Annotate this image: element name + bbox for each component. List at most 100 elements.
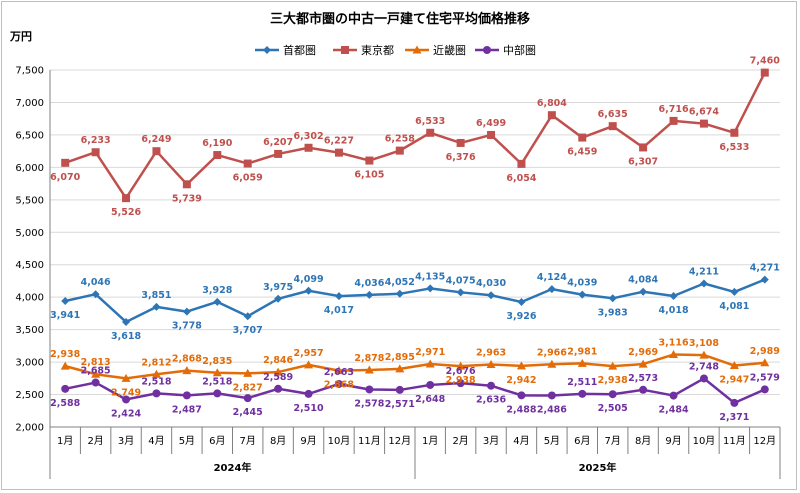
data-label: 5,739 <box>172 193 202 204</box>
data-label: 4,081 <box>719 301 749 312</box>
data-label: 2,518 <box>202 376 232 387</box>
data-point <box>274 294 283 303</box>
data-point <box>760 275 769 284</box>
data-point <box>122 317 131 326</box>
data-label: 4,135 <box>415 271 445 282</box>
data-label: 2,578 <box>354 398 384 409</box>
data-label: 3,983 <box>598 307 628 318</box>
y-tick-label: 5,000 <box>15 228 44 239</box>
data-label: 2,424 <box>111 408 141 419</box>
data-point <box>547 359 557 368</box>
data-point <box>334 366 344 375</box>
x-tick-label: 8月 <box>270 435 286 447</box>
data-point <box>152 389 161 398</box>
data-label: 6,059 <box>233 173 263 184</box>
data-label: 2,868 <box>172 354 202 365</box>
data-label: 3,941 <box>50 310 80 321</box>
y-tick-label: 2,000 <box>15 423 44 434</box>
data-point <box>274 149 283 158</box>
data-label: 4,036 <box>354 278 384 289</box>
data-label: 3,778 <box>172 321 202 332</box>
legend-marker <box>483 46 491 54</box>
data-label: 4,084 <box>628 275 658 286</box>
data-label: 2,981 <box>567 346 597 357</box>
y-tick-label: 4,500 <box>15 260 44 271</box>
data-label: 2,484 <box>659 405 689 416</box>
data-point <box>487 381 496 390</box>
x-tick-label: 12月 <box>753 435 776 447</box>
data-point <box>669 292 678 301</box>
data-label: 2,579 <box>750 372 780 383</box>
data-point <box>365 290 374 299</box>
data-point <box>304 143 313 152</box>
y-tick-label: 2,500 <box>15 390 44 401</box>
y-tick-label: 3,000 <box>15 358 44 369</box>
data-point <box>61 297 70 306</box>
data-label: 6,307 <box>628 156 658 167</box>
y-tick-label: 6,500 <box>15 130 44 141</box>
data-point <box>699 119 708 128</box>
data-point <box>729 361 739 370</box>
data-point <box>516 361 526 370</box>
data-point <box>334 379 343 388</box>
data-point <box>273 367 283 376</box>
x-tick-label: 7月 <box>240 435 256 447</box>
data-point <box>91 148 100 157</box>
data-point <box>274 384 283 393</box>
data-point <box>639 385 648 394</box>
data-point <box>486 359 496 368</box>
data-point <box>304 389 313 398</box>
data-point <box>487 130 496 139</box>
series-1 <box>61 68 769 203</box>
data-label: 3,926 <box>506 311 536 322</box>
chart-title: 三大都市圏の中古一戸建て住宅平均価格推移 <box>270 11 530 27</box>
data-label: 6,804 <box>537 98 567 109</box>
data-label: 2,511 <box>567 377 597 388</box>
data-label: 6,258 <box>385 134 415 145</box>
data-label: 2,685 <box>81 366 111 377</box>
data-label: 6,227 <box>324 136 354 147</box>
series-line <box>64 377 766 405</box>
data-point <box>456 138 465 147</box>
legend-marker <box>263 46 271 54</box>
data-label: 2,571 <box>385 399 415 410</box>
legend-label: 中部圏 <box>503 43 536 57</box>
data-point <box>608 122 617 131</box>
x-tick-label: 6月 <box>574 435 590 447</box>
data-label: 2,749 <box>111 387 141 398</box>
data-point <box>212 368 222 377</box>
data-label: 2,505 <box>598 403 628 414</box>
data-label: 2,971 <box>415 347 445 358</box>
x-tick-label: 12月 <box>388 435 411 447</box>
data-point <box>699 279 708 288</box>
data-point <box>425 359 435 368</box>
x-tick-label: 2月 <box>452 435 468 447</box>
y-tick-label: 3,500 <box>15 325 44 336</box>
data-label: 2,938 <box>598 375 628 386</box>
data-point <box>304 286 313 295</box>
data-point <box>182 366 192 375</box>
series-2 <box>60 350 770 382</box>
data-label: 6,533 <box>415 116 445 127</box>
data-point <box>426 128 435 137</box>
data-label: 6,459 <box>567 147 597 158</box>
data-label: 6,635 <box>598 109 628 120</box>
x-tick-label: 4月 <box>148 435 164 447</box>
y-tick-label: 7,500 <box>15 66 44 77</box>
data-label: 6,499 <box>476 118 506 129</box>
series-layer <box>60 68 770 407</box>
data-point <box>364 365 374 374</box>
data-label: 3,707 <box>233 325 263 336</box>
series-3 <box>61 374 769 407</box>
data-label: 6,054 <box>506 173 536 184</box>
data-label: 3,116 <box>659 338 689 349</box>
data-label: 4,017 <box>324 305 354 316</box>
x-tick-label: 8月 <box>635 435 651 447</box>
data-label: 3,851 <box>141 290 171 301</box>
data-label: 6,249 <box>141 134 171 145</box>
legend-item: 東京都 <box>333 43 394 57</box>
data-point <box>426 284 435 293</box>
data-point <box>122 395 131 404</box>
data-point <box>152 302 161 311</box>
data-label: 2,957 <box>294 348 324 359</box>
